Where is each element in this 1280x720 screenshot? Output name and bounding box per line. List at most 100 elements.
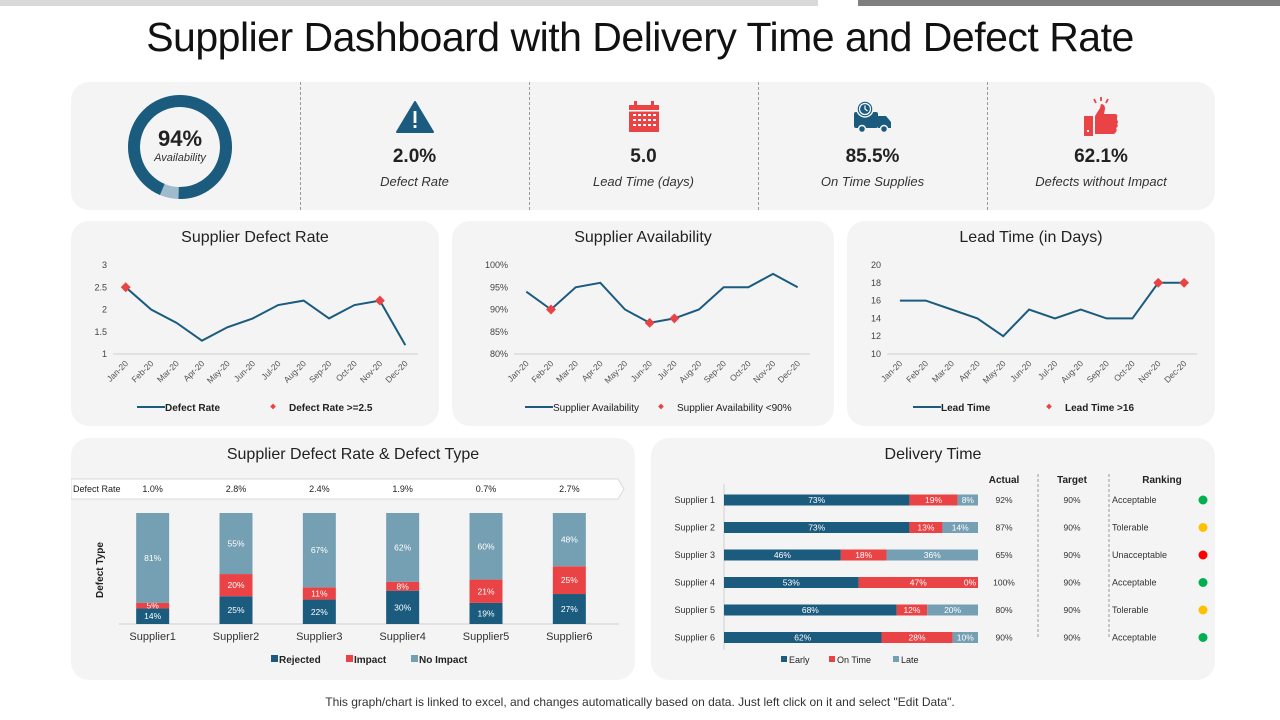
y-tick-label: 14 [871, 313, 881, 323]
chart-title: Delivery Time [884, 446, 982, 463]
bar-segment-impact [386, 581, 420, 591]
y-axis-title: Defect Type [95, 542, 106, 598]
table-target-value: 90% [1063, 550, 1080, 560]
kpi-divider [529, 82, 530, 210]
x-tick-label: Aug-20 [677, 358, 704, 385]
bar-segment-rejected [302, 599, 336, 624]
x-tick-label: Supplier1 [129, 631, 175, 643]
defect-type-stacked-bar-chart[interactable]: Defect Rate 1.0% 2.8% 2.4% 1.9% 0.7% 2.7% Defec… [71, 438, 635, 680]
bar-segment-on-time [896, 604, 928, 616]
table-target-value: 90% [1063, 578, 1080, 588]
x-tick-label: Sep-20 [1085, 358, 1112, 385]
status-indicator-green [1198, 578, 1208, 587]
y-tick-label: 95% [490, 282, 508, 292]
bar-data-label: 5% [147, 601, 160, 611]
table-ranking-value: Tolerable [1112, 605, 1149, 615]
x-tick-label: Jul-20 [655, 358, 679, 382]
table-target-value: 90% [1063, 495, 1080, 505]
defect-rate-row-label: Defect Rate [73, 484, 121, 494]
delivery-time-stacked-bar-chart[interactable]: Supplier 1 73% 19% 8% 92% 90% Acceptable Suppli… [651, 438, 1215, 680]
bar-data-label: 21% [477, 586, 494, 596]
y-tick-label: 20 [871, 260, 881, 270]
defect-rate-row-value: 2.8% [226, 484, 247, 494]
lead-time-line-chart[interactable]: 10 12 14 16 18 20 Jan-20 Feb-20 Mar-20 Apr-20May-… [847, 221, 1215, 426]
legend-label: Impact [354, 655, 387, 666]
x-tick-label: Supplier3 [296, 631, 342, 643]
bar-segment-no-impact [386, 513, 420, 582]
x-tick-label: May-20 [205, 358, 232, 385]
bar-segment-on-time [909, 522, 943, 533]
defect-rate-label: Defect Rate [380, 174, 449, 189]
series-line-defect-rate [125, 286, 407, 346]
y-tick-label: 2 [102, 305, 107, 315]
table-ranking-value: Acceptable [1112, 495, 1157, 505]
defect-rate-row-value: 2.7% [559, 484, 580, 494]
highlight-marker [1153, 277, 1164, 288]
bar-data-label: 68% [802, 605, 819, 615]
page-title: Supplier Dashboard with Delivery Time an… [146, 14, 1134, 60]
bar-data-label: 62% [394, 542, 411, 552]
calendar-icon [627, 100, 661, 139]
bar-data-label: 8% [962, 495, 975, 505]
x-tick-label: Dec-20 [383, 358, 410, 385]
y-tick-label: 12 [871, 331, 881, 341]
table-ranking-value: Acceptable [1112, 633, 1157, 643]
legend-label: No Impact [419, 655, 468, 666]
x-tick-label: May-20 [981, 358, 1008, 385]
lead-time-value: 5.0 [630, 146, 657, 167]
bar-data-label: 0% [964, 578, 977, 588]
table-header: Ranking [1142, 475, 1181, 486]
y-tick-label: 10 [871, 349, 881, 359]
bar-segment-impact [302, 587, 336, 600]
legend-label: Early [789, 655, 810, 665]
no-impact-label: Defects without Impact [1035, 174, 1167, 189]
bar-data-label: 19% [477, 608, 494, 618]
bar-segment-early [724, 522, 910, 533]
availability-value: 94% [157, 126, 203, 151]
y-tick-label: Supplier 5 [674, 605, 715, 615]
x-tick-label: Jan-20 [879, 358, 905, 384]
bar-segment-no-impact [219, 513, 253, 575]
bar-segment-early [724, 632, 882, 643]
highlight-marker [546, 304, 556, 315]
bar-data-label: 18% [855, 550, 872, 560]
availability-label: Availability [154, 152, 206, 164]
x-tick-label: Dec-20 [1162, 358, 1189, 385]
legend-label: On Time [837, 655, 871, 665]
bar-data-label: 55% [227, 539, 244, 549]
y-tick-label: Supplier 6 [674, 633, 715, 643]
x-tick-label: Mar-20 [155, 358, 181, 384]
bar-data-label: 14% [952, 523, 969, 533]
table-ranking-value: Tolerable [1112, 523, 1149, 533]
x-tick-label: Jun-20 [232, 358, 258, 384]
bar-data-label: 73% [808, 495, 825, 505]
table-actual-value: 65% [995, 550, 1012, 560]
kpi-panel: 94% Availability 2.0% Defect Rate 5.0 [71, 82, 1215, 210]
y-tick-label: Supplier 4 [674, 578, 715, 588]
defect-rate-row-value: 2.4% [309, 484, 330, 494]
bar-segment-rejected [386, 590, 420, 624]
defect-rate-value: 2.0% [392, 146, 437, 167]
bar-segment-on-time [840, 549, 887, 561]
bar-segment-late [957, 494, 978, 506]
bar-data-label: 47% [910, 578, 927, 588]
kpi-on-time: 85.5% On Time Supplies [758, 82, 987, 210]
y-tick-label: 100% [485, 260, 508, 270]
y-tick-label: 80% [490, 349, 508, 359]
x-tick-label: Supplier5 [463, 631, 509, 643]
table-actual-value: 92% [995, 495, 1012, 505]
y-tick-label: 90% [490, 305, 508, 315]
y-tick-label: Supplier 1 [674, 495, 715, 505]
bar-segment-rejected [219, 596, 253, 624]
x-tick-label: Jun-20 [629, 358, 655, 384]
x-tick-label: Jun-20 [1008, 358, 1034, 384]
x-tick-label: Oct-20 [728, 358, 753, 383]
availability-donut: 94% Availability [127, 94, 233, 200]
legend-label: Defect Rate [165, 403, 220, 414]
kpi-availability: 94% Availability [71, 82, 300, 210]
bar-segment-impact [219, 574, 253, 597]
bar-segment-early [724, 494, 910, 506]
x-tick-label: May-20 [602, 358, 629, 385]
